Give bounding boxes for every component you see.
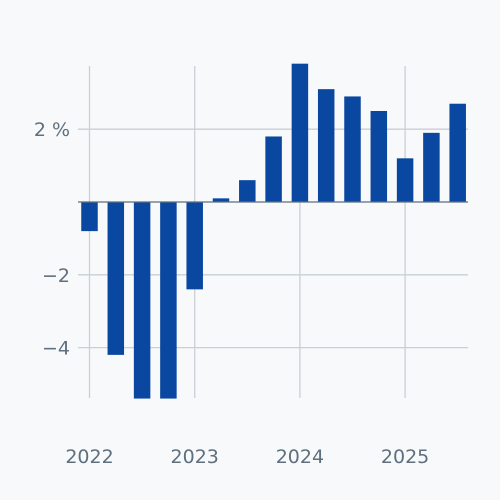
bar: [133, 202, 151, 399]
bar: [160, 202, 177, 399]
bar: [265, 136, 282, 202]
y-tick-label: −2: [42, 265, 70, 287]
x-tick-label: 2022: [65, 446, 113, 468]
bar: [396, 158, 414, 202]
bar: [423, 132, 440, 202]
bar: [344, 96, 361, 202]
bar: [291, 63, 309, 203]
bar: [212, 198, 230, 202]
tick-labels: 2 % −2 −4 2022 2023 2024 2025: [34, 119, 429, 468]
bar: [81, 202, 98, 232]
y-tick-label: −4: [42, 338, 70, 360]
bar: [107, 202, 125, 355]
bar: [317, 89, 335, 202]
x-tick-label: 2025: [381, 446, 429, 468]
x-tick-label: 2023: [171, 446, 219, 468]
bar: [449, 103, 466, 202]
bar: [239, 180, 256, 202]
bar: [370, 111, 388, 202]
x-tick-label: 2024: [276, 446, 324, 468]
y-tick-label: 2 %: [34, 119, 70, 141]
bars: [81, 63, 466, 399]
bar: [186, 202, 203, 290]
